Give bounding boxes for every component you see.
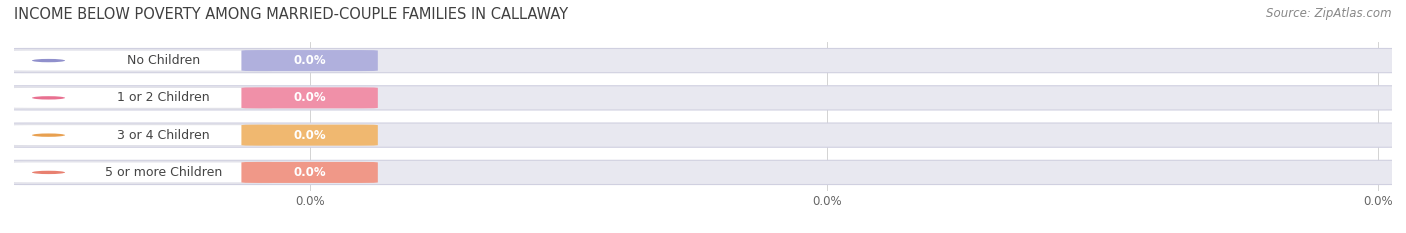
FancyBboxPatch shape: [4, 123, 1406, 147]
Ellipse shape: [32, 96, 65, 99]
FancyBboxPatch shape: [11, 125, 271, 146]
Text: 5 or more Children: 5 or more Children: [105, 166, 222, 179]
FancyBboxPatch shape: [11, 162, 271, 183]
FancyBboxPatch shape: [242, 87, 378, 108]
Text: 1 or 2 Children: 1 or 2 Children: [117, 91, 209, 104]
Ellipse shape: [32, 59, 65, 62]
FancyBboxPatch shape: [4, 48, 1406, 73]
Text: 3 or 4 Children: 3 or 4 Children: [117, 129, 209, 142]
FancyBboxPatch shape: [4, 86, 1406, 110]
FancyBboxPatch shape: [242, 162, 378, 183]
Text: 0.0%: 0.0%: [294, 54, 326, 67]
Text: No Children: No Children: [127, 54, 200, 67]
FancyBboxPatch shape: [4, 160, 1406, 185]
FancyBboxPatch shape: [11, 50, 271, 71]
FancyBboxPatch shape: [11, 87, 271, 108]
Ellipse shape: [32, 134, 65, 137]
Text: 0.0%: 0.0%: [294, 91, 326, 104]
Text: 0.0%: 0.0%: [294, 129, 326, 142]
Text: 0.0%: 0.0%: [294, 166, 326, 179]
FancyBboxPatch shape: [242, 50, 378, 71]
FancyBboxPatch shape: [242, 125, 378, 146]
Ellipse shape: [32, 171, 65, 174]
Text: INCOME BELOW POVERTY AMONG MARRIED-COUPLE FAMILIES IN CALLAWAY: INCOME BELOW POVERTY AMONG MARRIED-COUPL…: [14, 7, 568, 22]
Text: Source: ZipAtlas.com: Source: ZipAtlas.com: [1267, 7, 1392, 20]
